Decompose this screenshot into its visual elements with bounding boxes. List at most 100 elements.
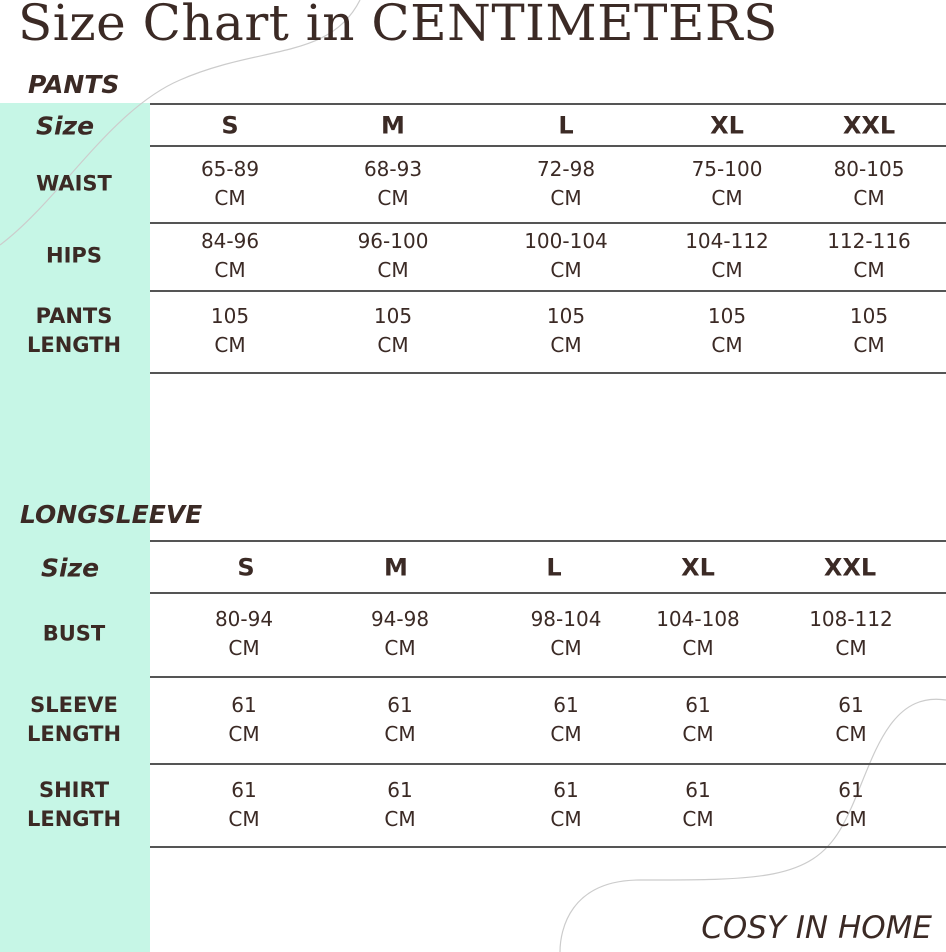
size-cell: 94-98 CM (371, 605, 429, 663)
cell-line: CM (835, 806, 867, 831)
size-label: L (558, 111, 574, 140)
cell-line: CM (214, 258, 246, 282)
cell-line: 108-112 (809, 607, 893, 631)
cell-line: 61 (838, 777, 864, 802)
size-cell: 61 CM (384, 776, 415, 834)
size-cell: 75-100 CM (692, 155, 763, 213)
size-cell: 80-94 CM (215, 605, 273, 663)
row-label-line: SLEEVE (30, 692, 118, 717)
cell-line: 105 (707, 304, 747, 328)
size-cell: 104-108 CM (656, 605, 740, 663)
cell-line: CM (214, 185, 246, 210)
size-cell: 65-89 CM (201, 155, 259, 213)
cell-line: 61 (231, 777, 257, 802)
row-label-line: WAIST (36, 171, 112, 195)
row-label-line: LENGTH (26, 333, 122, 357)
cell-line: CM (550, 806, 582, 831)
cell-line: 61 (685, 692, 711, 717)
cell-line: 100-104 (524, 229, 608, 253)
size-cell: 61 CM (228, 776, 259, 834)
size-cell: 112-116 CM (827, 227, 911, 285)
cell-line: CM (711, 185, 743, 210)
cell-line: CM (228, 721, 260, 746)
cell-line: CM (835, 636, 867, 660)
cell-line: 94-98 (370, 607, 430, 631)
size-cell: 61 CM (835, 691, 866, 749)
cell-line: 84-96 (200, 229, 260, 253)
row-divider (150, 676, 946, 678)
row-label-line: HIPS (46, 243, 102, 268)
row-divider (150, 290, 946, 292)
section-title: LONGSLEEVE (20, 500, 203, 529)
row-label-line: BUST (42, 621, 106, 646)
size-header: Size (35, 111, 95, 141)
size-label: S (237, 553, 255, 582)
cell-line: 105 (210, 304, 250, 328)
size-cell: 68-93 CM (364, 155, 422, 213)
cell-line: 75-100 (691, 156, 763, 181)
cell-line: CM (550, 185, 582, 210)
size-cell: 61 CM (682, 691, 713, 749)
size-header: Size (40, 553, 100, 583)
size-cell: 96-100 CM (358, 227, 429, 285)
cell-line: 105 (373, 304, 413, 328)
size-label: M (381, 111, 405, 140)
cell-line: 105 (849, 304, 889, 328)
size-cell: 105 CM (547, 302, 585, 360)
size-cell: 104-112 CM (685, 227, 769, 285)
cell-line: CM (682, 721, 714, 746)
cell-line: CM (853, 333, 885, 357)
cell-line: 61 (387, 692, 413, 717)
cell-line: CM (214, 333, 246, 357)
cell-line: 61 (838, 692, 864, 717)
cell-line: 68-93 (363, 156, 423, 181)
cell-line: CM (384, 721, 416, 746)
cell-line: CM (228, 636, 260, 660)
row-label-line: LENGTH (26, 721, 122, 746)
cell-line: 61 (231, 692, 257, 717)
row-label: SHIRT LENGTH (27, 776, 121, 834)
row-label: PANTS LENGTH (27, 302, 121, 360)
cell-line: 80-94 (214, 607, 274, 631)
row-divider (150, 103, 946, 105)
row-label: SLEEVE LENGTH (27, 691, 121, 749)
cell-line: 105 (546, 304, 586, 328)
row-divider (150, 592, 946, 594)
row-divider (150, 846, 946, 848)
row-label: WAIST (36, 169, 112, 198)
row-divider (150, 145, 946, 147)
cell-line: 112-116 (827, 229, 911, 253)
cell-line: 80-105 (833, 156, 905, 181)
cell-line: 104-108 (656, 607, 740, 631)
size-label: M (384, 553, 408, 582)
brand: COSY IN HOME (701, 910, 932, 946)
size-cell: 108-112 CM (809, 605, 893, 663)
page-title: Size Chart in CENTIMETERS (18, 0, 778, 52)
cell-line: CM (377, 333, 409, 357)
cell-line: 72-98 (536, 156, 596, 181)
row-label: HIPS (46, 242, 102, 271)
size-label: L (546, 553, 562, 582)
size-cell: 105 CM (374, 302, 412, 360)
cell-line: CM (835, 721, 867, 746)
cell-line: CM (711, 258, 743, 282)
cell-line: CM (384, 636, 416, 660)
size-cell: 61 CM (550, 776, 581, 834)
size-cell: 84-96 CM (201, 227, 259, 285)
size-cell: 105 CM (708, 302, 746, 360)
size-label: XXL (823, 553, 877, 582)
size-label: XL (681, 553, 715, 582)
cell-line: CM (853, 258, 885, 282)
size-cell: 105 CM (211, 302, 249, 360)
size-cell: 98-104 CM (531, 605, 602, 663)
cell-line: CM (711, 333, 743, 357)
size-cell: 100-104 CM (524, 227, 608, 285)
size-cell: 61 CM (835, 776, 866, 834)
row-divider (150, 763, 946, 765)
size-label: S (221, 111, 239, 140)
cell-line: 61 (387, 777, 413, 802)
cell-line: CM (550, 333, 582, 357)
cell-line: CM (550, 721, 582, 746)
